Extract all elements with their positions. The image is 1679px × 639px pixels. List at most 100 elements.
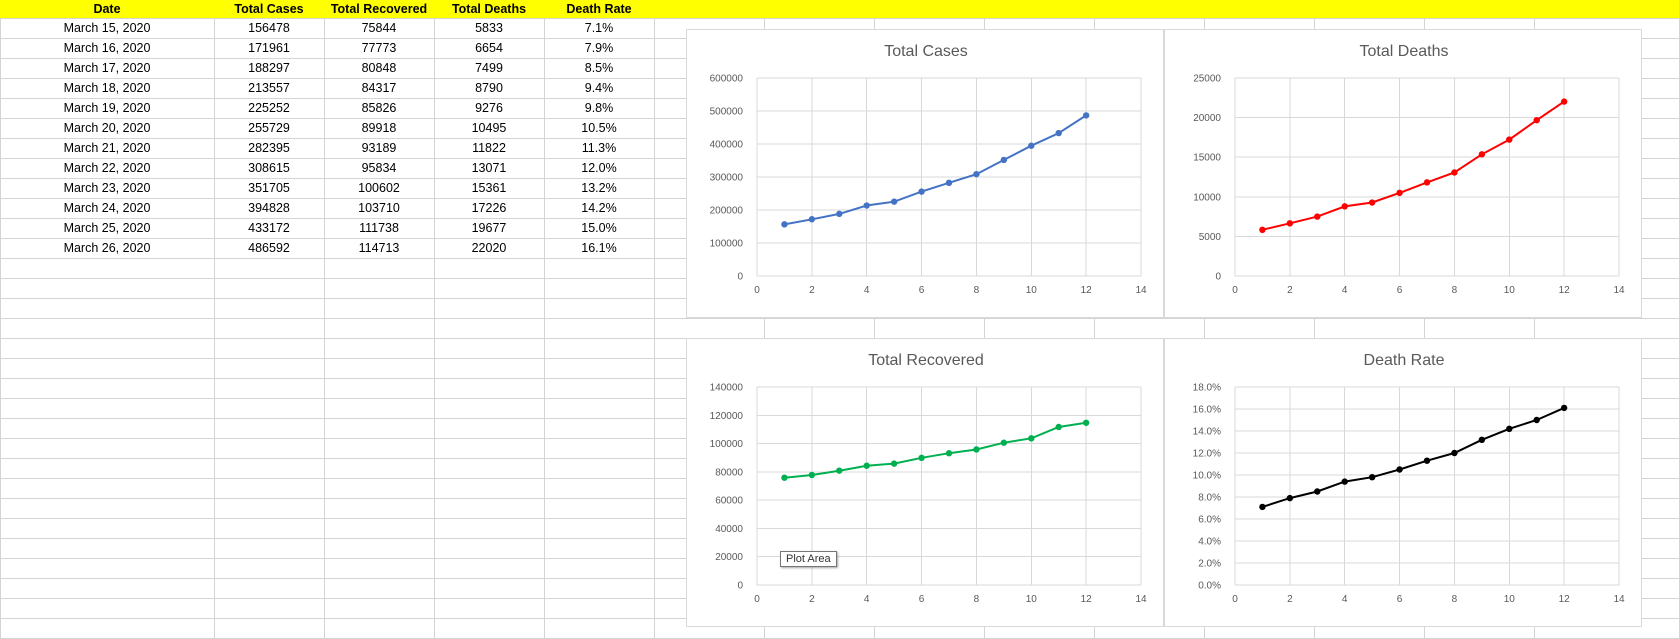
table-cell[interactable]: March 16, 2020	[63, 41, 151, 55]
total-deaths-chart[interactable]: Total Deaths 0 5000 10000 15000 20000 25000 0 2 4…	[1164, 29, 1642, 318]
data-point	[1533, 416, 1540, 424]
data-point	[836, 467, 843, 474]
table-cell[interactable]: 13071	[471, 161, 507, 175]
y-tick-label: 12.0%	[1193, 449, 1221, 460]
table-cell[interactable]: 8.5%	[584, 61, 614, 75]
table-cell[interactable]: 9.4%	[584, 81, 614, 95]
table-cell[interactable]: 7.9%	[584, 41, 614, 55]
table-cell[interactable]: 5833	[475, 21, 503, 35]
table-cell[interactable]: 80848	[361, 61, 397, 75]
table-cell[interactable]: 15361	[471, 181, 507, 195]
table-cell[interactable]: March 18, 2020	[63, 81, 151, 95]
table-cell[interactable]: 15.0%	[581, 221, 617, 235]
table-cell[interactable]: 6654	[475, 41, 503, 55]
table-cell[interactable]: 8790	[475, 81, 503, 95]
data-point	[1286, 220, 1294, 227]
column-header[interactable]: Total Deaths	[451, 2, 527, 16]
table-cell[interactable]: 11.3%	[581, 141, 617, 155]
table-cell[interactable]: 7.1%	[584, 21, 614, 35]
table-cell[interactable]: 114713	[358, 241, 400, 255]
column-header[interactable]: Death Rate	[566, 2, 632, 16]
data-point	[1259, 503, 1266, 511]
column-header[interactable]: Total Recovered	[330, 2, 428, 16]
table-cell[interactable]: 308615	[248, 161, 290, 175]
table-cell[interactable]: 19677	[471, 221, 507, 235]
x-tick-label: 14	[1135, 285, 1147, 296]
table-cell[interactable]: March 24, 2020	[63, 201, 151, 215]
total-recovered-chart[interactable]: Total Recovered 0 20000 40000 60000 80000 1000…	[686, 338, 1164, 627]
table-cell[interactable]: 95834	[361, 161, 397, 175]
table-cell[interactable]: 16.1%	[581, 241, 617, 255]
table-cell[interactable]: March 22, 2020	[63, 161, 151, 175]
table-cell[interactable]: 433172	[248, 221, 290, 235]
x-tick-label: 4	[864, 594, 870, 605]
y-tick-label: 300000	[710, 173, 744, 184]
data-point	[1368, 199, 1376, 206]
table-cell[interactable]: 22020	[471, 241, 507, 255]
x-tick-label: 12	[1559, 594, 1571, 605]
column-header[interactable]: Total Cases	[234, 2, 304, 16]
table-cell[interactable]: 9.8%	[584, 101, 614, 115]
y-tick-label: 100000	[710, 239, 744, 250]
table-cell[interactable]: 486592	[248, 241, 290, 255]
table-cell[interactable]: 394828	[248, 201, 290, 215]
table-cell[interactable]: 84317	[361, 81, 397, 95]
table-cell[interactable]: 77773	[361, 41, 397, 55]
chart-title: Total Cases	[884, 43, 968, 60]
table-cell[interactable]: 11822	[472, 141, 506, 155]
x-tick-label: 8	[1452, 285, 1458, 296]
table-cell[interactable]: 156478	[248, 21, 290, 35]
data-point	[1055, 423, 1062, 431]
y-tick-label: 10.0%	[1193, 471, 1221, 482]
x-tick-label: 0	[1232, 594, 1238, 605]
table-cell[interactable]: 10.5%	[581, 121, 617, 135]
table-cell[interactable]: 351705	[248, 181, 290, 195]
table-cell[interactable]: 89918	[361, 121, 397, 135]
table-cell[interactable]: 7499	[475, 61, 503, 75]
table-cell[interactable]: 13.2%	[581, 181, 617, 195]
table-cell[interactable]: March 17, 2020	[63, 61, 151, 75]
data-point	[890, 460, 898, 467]
data-point	[1451, 169, 1458, 176]
data-point	[1396, 189, 1403, 197]
table-cell[interactable]: 225252	[248, 101, 290, 115]
data-point	[973, 446, 980, 453]
y-tick-label: 6.0%	[1198, 515, 1221, 526]
table-cell[interactable]: 188297	[248, 61, 290, 75]
y-tick-label: 200000	[710, 206, 744, 217]
table-cell[interactable]: 17226	[471, 201, 507, 215]
total-cases-chart[interactable]: Total Cases 0 100000 200000 300000 400000 5000…	[686, 29, 1164, 318]
table-cell[interactable]: March 21, 2020	[63, 141, 151, 155]
table-cell[interactable]: 85826	[361, 101, 397, 115]
table-cell[interactable]: 93189	[361, 141, 397, 155]
table-cell[interactable]: March 26, 2020	[63, 241, 151, 255]
table-cell[interactable]: March 23, 2020	[63, 181, 151, 195]
table-cell[interactable]: 12.0%	[581, 161, 617, 175]
table-cell[interactable]: 9276	[475, 101, 503, 115]
table-cell[interactable]: March 19, 2020	[63, 101, 151, 115]
table-cell[interactable]: March 25, 2020	[63, 221, 151, 235]
table-cell[interactable]: 255729	[248, 121, 290, 135]
table-cell[interactable]: 103710	[358, 201, 400, 215]
column-header[interactable]: Date	[93, 2, 121, 16]
table-cell[interactable]: 14.2%	[581, 201, 617, 215]
table-cell[interactable]: 171961	[248, 41, 290, 55]
table-cell[interactable]: 75844	[361, 21, 397, 35]
table-cell[interactable]: 10495	[471, 121, 507, 135]
table-cell[interactable]: March 15, 2020	[63, 21, 151, 35]
x-tick-label: 10	[1504, 594, 1516, 605]
x-tick-label: 0	[1232, 285, 1238, 296]
y-tick-label: 2.0%	[1198, 559, 1221, 570]
table-cell[interactable]: March 20, 2020	[63, 121, 151, 135]
y-tick-label: 80000	[715, 467, 743, 478]
table-cell[interactable]: 100602	[358, 181, 400, 195]
data-point	[1286, 494, 1294, 502]
data-point	[1451, 449, 1458, 457]
y-tick-label: 0	[737, 581, 743, 592]
table-cell[interactable]: 111738	[359, 221, 399, 235]
table-cell[interactable]: 213557	[248, 81, 290, 95]
table-cell[interactable]: 282395	[248, 141, 290, 155]
data-point	[781, 221, 788, 228]
death-rate-chart[interactable]: Death Rate 0.0% 2.0% 4.0% 6.0% 8.0% 10.0% 12.0%…	[1164, 338, 1642, 627]
data-point	[836, 210, 843, 218]
